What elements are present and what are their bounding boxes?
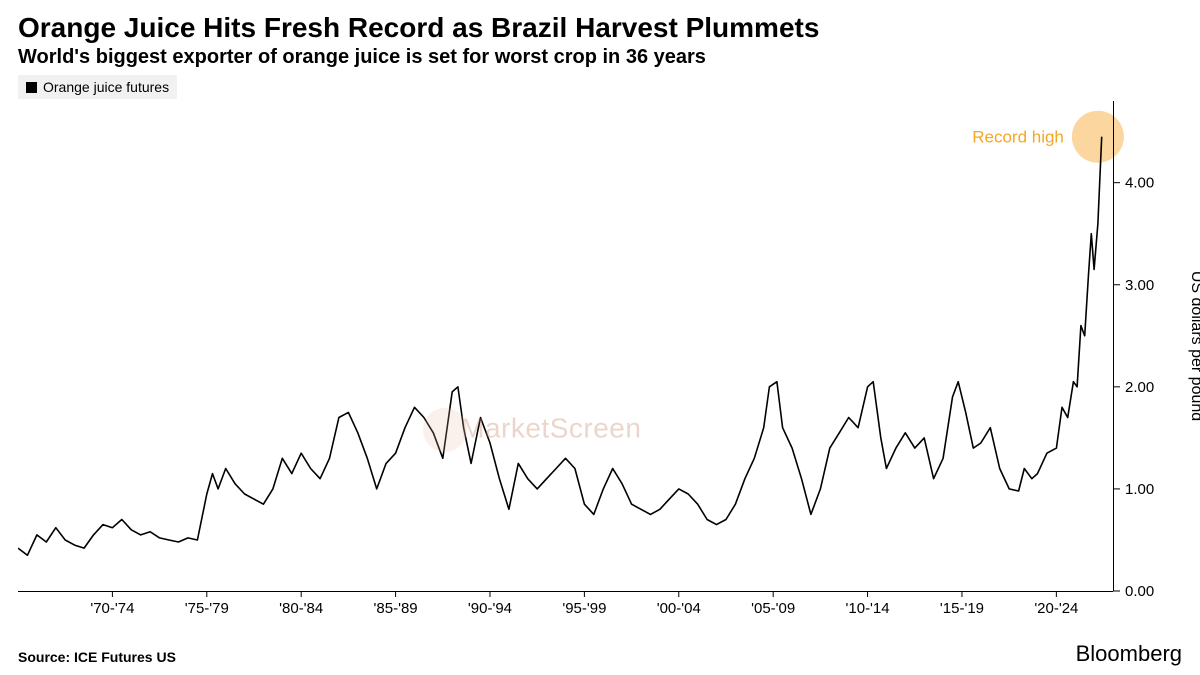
svg-text:'10-'14: '10-'14 [846, 600, 890, 617]
chart-svg: 0.00 1.00 2.00 3.00 4.00 US dollars per pound… [18, 101, 1200, 623]
svg-text:'80-'84: '80-'84 [279, 600, 323, 617]
svg-text:'15-'19: '15-'19 [940, 600, 984, 617]
svg-text:'70-'74: '70-'74 [90, 600, 134, 617]
svg-text:Record high: Record high [972, 128, 1064, 147]
svg-text:US dollars per pound: US dollars per pound [1188, 271, 1200, 421]
legend-swatch [26, 82, 37, 93]
legend: Orange juice futures [18, 75, 177, 99]
plot-area: 0.001.002.003.004.00US dollars per pound… [18, 101, 1182, 623]
chart-title: Orange Juice Hits Fresh Record as Brazil… [18, 12, 1182, 44]
svg-text:'00-'04: '00-'04 [657, 600, 701, 617]
svg-text:1.00: 1.00 [1125, 481, 1154, 498]
svg-text:'90-'94: '90-'94 [468, 600, 512, 617]
chart-subtitle: World's biggest exporter of orange juice… [18, 46, 1182, 69]
svg-text:4.00: 4.00 [1125, 175, 1154, 192]
brand-label: Bloomberg [1076, 641, 1182, 667]
source-line: Source: ICE Futures US [18, 649, 176, 665]
chart-container: Orange Juice Hits Fresh Record as Brazil… [0, 0, 1200, 675]
svg-text:'75-'79: '75-'79 [185, 600, 229, 617]
svg-text:'20-'24: '20-'24 [1034, 600, 1078, 617]
svg-text:'95-'99: '95-'99 [562, 600, 606, 617]
legend-label: Orange juice futures [43, 79, 169, 95]
svg-text:3.00: 3.00 [1125, 277, 1154, 294]
svg-text:2.00: 2.00 [1125, 379, 1154, 396]
svg-text:'85-'89: '85-'89 [374, 600, 418, 617]
svg-text:0.00: 0.00 [1125, 583, 1154, 600]
svg-text:'05-'09: '05-'09 [751, 600, 795, 617]
